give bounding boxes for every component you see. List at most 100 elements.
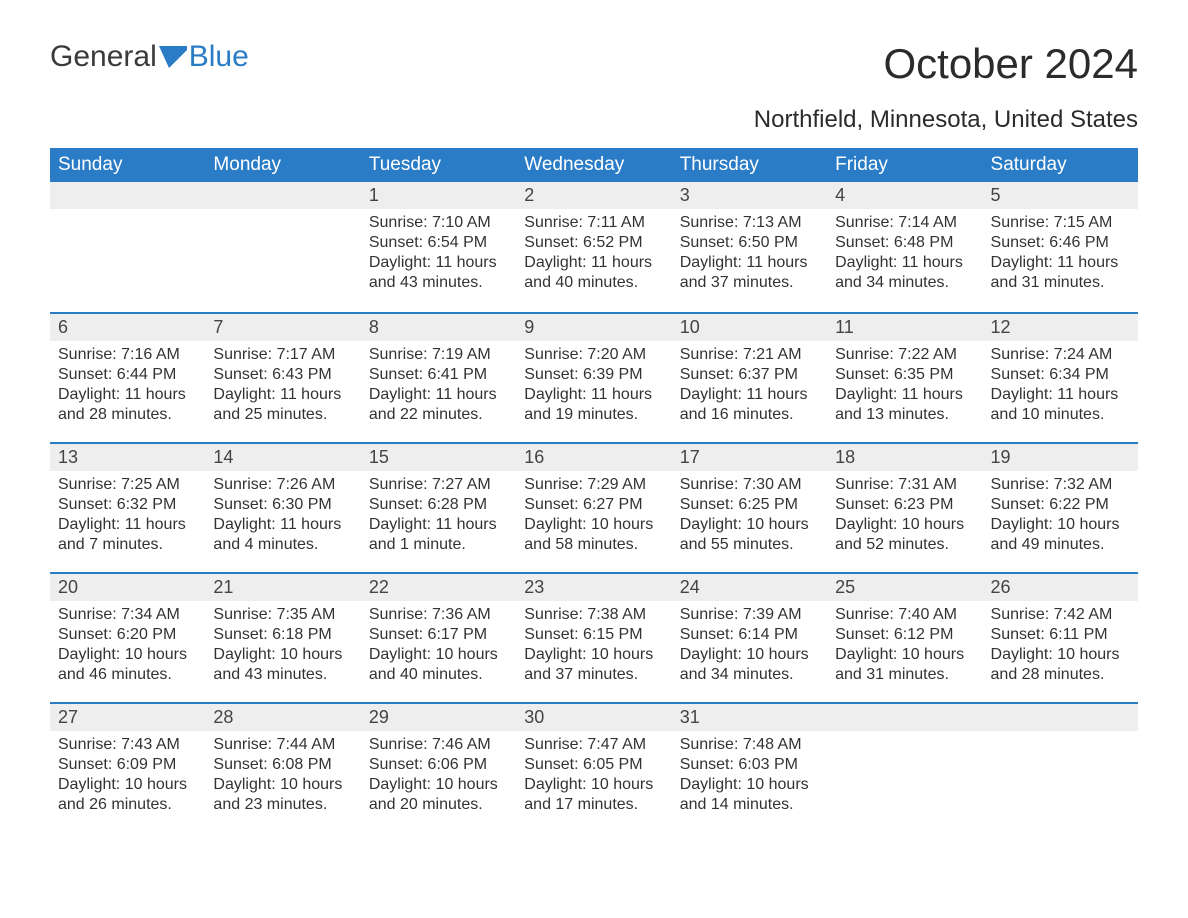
sunset-text: Sunset: 6:03 PM bbox=[680, 755, 819, 775]
day-number: 2 bbox=[516, 182, 671, 209]
day-number: 20 bbox=[50, 572, 205, 601]
sunset-text: Sunset: 6:08 PM bbox=[213, 755, 352, 775]
day-number: 15 bbox=[361, 442, 516, 471]
sunset-text: Sunset: 6:35 PM bbox=[835, 365, 974, 385]
sunrise-text: Sunrise: 7:39 AM bbox=[680, 605, 819, 625]
sunset-text: Sunset: 6:30 PM bbox=[213, 495, 352, 515]
day-content: Sunrise: 7:47 AMSunset: 6:05 PMDaylight:… bbox=[516, 731, 671, 823]
week-row: 27Sunrise: 7:43 AMSunset: 6:09 PMDayligh… bbox=[50, 702, 1138, 832]
daylight-text: Daylight: 10 hours and 52 minutes. bbox=[835, 515, 974, 555]
day-cell: 15Sunrise: 7:27 AMSunset: 6:28 PMDayligh… bbox=[361, 442, 516, 572]
daylight-text: Daylight: 10 hours and 49 minutes. bbox=[991, 515, 1130, 555]
day-content: Sunrise: 7:27 AMSunset: 6:28 PMDaylight:… bbox=[361, 471, 516, 563]
month-title: October 2024 bbox=[883, 40, 1138, 88]
title-block: October 2024 bbox=[883, 40, 1138, 88]
daylight-text: Daylight: 10 hours and 23 minutes. bbox=[213, 775, 352, 815]
empty-daynum-bar bbox=[205, 182, 360, 209]
day-number: 6 bbox=[50, 312, 205, 341]
sunrise-text: Sunrise: 7:30 AM bbox=[680, 475, 819, 495]
empty-daynum-bar bbox=[827, 702, 982, 731]
sunset-text: Sunset: 6:50 PM bbox=[680, 233, 819, 253]
day-cell: 4Sunrise: 7:14 AMSunset: 6:48 PMDaylight… bbox=[827, 182, 982, 312]
day-number: 8 bbox=[361, 312, 516, 341]
day-number: 21 bbox=[205, 572, 360, 601]
day-content: Sunrise: 7:46 AMSunset: 6:06 PMDaylight:… bbox=[361, 731, 516, 823]
day-number: 18 bbox=[827, 442, 982, 471]
day-cell: 2Sunrise: 7:11 AMSunset: 6:52 PMDaylight… bbox=[516, 182, 671, 312]
sunrise-text: Sunrise: 7:46 AM bbox=[369, 735, 508, 755]
day-cell: 9Sunrise: 7:20 AMSunset: 6:39 PMDaylight… bbox=[516, 312, 671, 442]
day-content: Sunrise: 7:35 AMSunset: 6:18 PMDaylight:… bbox=[205, 601, 360, 693]
day-cell: 19Sunrise: 7:32 AMSunset: 6:22 PMDayligh… bbox=[983, 442, 1138, 572]
sunrise-text: Sunrise: 7:36 AM bbox=[369, 605, 508, 625]
week-row: 1Sunrise: 7:10 AMSunset: 6:54 PMDaylight… bbox=[50, 182, 1138, 312]
day-number: 24 bbox=[672, 572, 827, 601]
day-number: 11 bbox=[827, 312, 982, 341]
weekday-header: Monday bbox=[205, 148, 360, 182]
day-cell bbox=[827, 702, 982, 832]
daylight-text: Daylight: 10 hours and 28 minutes. bbox=[991, 645, 1130, 685]
sunset-text: Sunset: 6:17 PM bbox=[369, 625, 508, 645]
sunrise-text: Sunrise: 7:14 AM bbox=[835, 213, 974, 233]
daylight-text: Daylight: 11 hours and 7 minutes. bbox=[58, 515, 197, 555]
sunset-text: Sunset: 6:34 PM bbox=[991, 365, 1130, 385]
day-content: Sunrise: 7:10 AMSunset: 6:54 PMDaylight:… bbox=[361, 209, 516, 301]
day-cell: 18Sunrise: 7:31 AMSunset: 6:23 PMDayligh… bbox=[827, 442, 982, 572]
day-cell: 8Sunrise: 7:19 AMSunset: 6:41 PMDaylight… bbox=[361, 312, 516, 442]
sunrise-text: Sunrise: 7:22 AM bbox=[835, 345, 974, 365]
daylight-text: Daylight: 11 hours and 19 minutes. bbox=[524, 385, 663, 425]
sunset-text: Sunset: 6:15 PM bbox=[524, 625, 663, 645]
logo-text-blue: Blue bbox=[189, 40, 249, 74]
weekday-header: Friday bbox=[827, 148, 982, 182]
sunset-text: Sunset: 6:41 PM bbox=[369, 365, 508, 385]
day-cell: 25Sunrise: 7:40 AMSunset: 6:12 PMDayligh… bbox=[827, 572, 982, 702]
day-number: 1 bbox=[361, 182, 516, 209]
sunset-text: Sunset: 6:43 PM bbox=[213, 365, 352, 385]
day-number: 7 bbox=[205, 312, 360, 341]
day-content: Sunrise: 7:34 AMSunset: 6:20 PMDaylight:… bbox=[50, 601, 205, 693]
sunrise-text: Sunrise: 7:38 AM bbox=[524, 605, 663, 625]
sunrise-text: Sunrise: 7:27 AM bbox=[369, 475, 508, 495]
day-number: 17 bbox=[672, 442, 827, 471]
day-number: 22 bbox=[361, 572, 516, 601]
day-cell: 29Sunrise: 7:46 AMSunset: 6:06 PMDayligh… bbox=[361, 702, 516, 832]
daylight-text: Daylight: 11 hours and 40 minutes. bbox=[524, 253, 663, 293]
weekday-header: Sunday bbox=[50, 148, 205, 182]
day-number: 26 bbox=[983, 572, 1138, 601]
weekday-header: Saturday bbox=[983, 148, 1138, 182]
daylight-text: Daylight: 11 hours and 43 minutes. bbox=[369, 253, 508, 293]
daylight-text: Daylight: 10 hours and 20 minutes. bbox=[369, 775, 508, 815]
weekday-header: Thursday bbox=[672, 148, 827, 182]
day-number: 9 bbox=[516, 312, 671, 341]
day-cell: 20Sunrise: 7:34 AMSunset: 6:20 PMDayligh… bbox=[50, 572, 205, 702]
day-content: Sunrise: 7:36 AMSunset: 6:17 PMDaylight:… bbox=[361, 601, 516, 693]
day-cell: 5Sunrise: 7:15 AMSunset: 6:46 PMDaylight… bbox=[983, 182, 1138, 312]
day-cell bbox=[50, 182, 205, 312]
day-number: 16 bbox=[516, 442, 671, 471]
weekday-header: Wednesday bbox=[516, 148, 671, 182]
daylight-text: Daylight: 11 hours and 34 minutes. bbox=[835, 253, 974, 293]
sunrise-text: Sunrise: 7:47 AM bbox=[524, 735, 663, 755]
calendar-table: SundayMondayTuesdayWednesdayThursdayFrid… bbox=[50, 148, 1138, 832]
sunset-text: Sunset: 6:18 PM bbox=[213, 625, 352, 645]
day-cell: 14Sunrise: 7:26 AMSunset: 6:30 PMDayligh… bbox=[205, 442, 360, 572]
day-content: Sunrise: 7:42 AMSunset: 6:11 PMDaylight:… bbox=[983, 601, 1138, 693]
logo-text-general: General bbox=[50, 40, 157, 74]
day-content: Sunrise: 7:20 AMSunset: 6:39 PMDaylight:… bbox=[516, 341, 671, 433]
day-cell: 10Sunrise: 7:21 AMSunset: 6:37 PMDayligh… bbox=[672, 312, 827, 442]
day-content: Sunrise: 7:40 AMSunset: 6:12 PMDaylight:… bbox=[827, 601, 982, 693]
sunset-text: Sunset: 6:28 PM bbox=[369, 495, 508, 515]
day-content: Sunrise: 7:13 AMSunset: 6:50 PMDaylight:… bbox=[672, 209, 827, 301]
day-number: 14 bbox=[205, 442, 360, 471]
day-cell: 22Sunrise: 7:36 AMSunset: 6:17 PMDayligh… bbox=[361, 572, 516, 702]
day-cell: 31Sunrise: 7:48 AMSunset: 6:03 PMDayligh… bbox=[672, 702, 827, 832]
sunrise-text: Sunrise: 7:24 AM bbox=[991, 345, 1130, 365]
day-content: Sunrise: 7:32 AMSunset: 6:22 PMDaylight:… bbox=[983, 471, 1138, 563]
sunrise-text: Sunrise: 7:13 AM bbox=[680, 213, 819, 233]
daylight-text: Daylight: 11 hours and 10 minutes. bbox=[991, 385, 1130, 425]
day-content: Sunrise: 7:21 AMSunset: 6:37 PMDaylight:… bbox=[672, 341, 827, 433]
day-cell: 11Sunrise: 7:22 AMSunset: 6:35 PMDayligh… bbox=[827, 312, 982, 442]
daylight-text: Daylight: 10 hours and 26 minutes. bbox=[58, 775, 197, 815]
day-cell: 24Sunrise: 7:39 AMSunset: 6:14 PMDayligh… bbox=[672, 572, 827, 702]
day-cell bbox=[983, 702, 1138, 832]
